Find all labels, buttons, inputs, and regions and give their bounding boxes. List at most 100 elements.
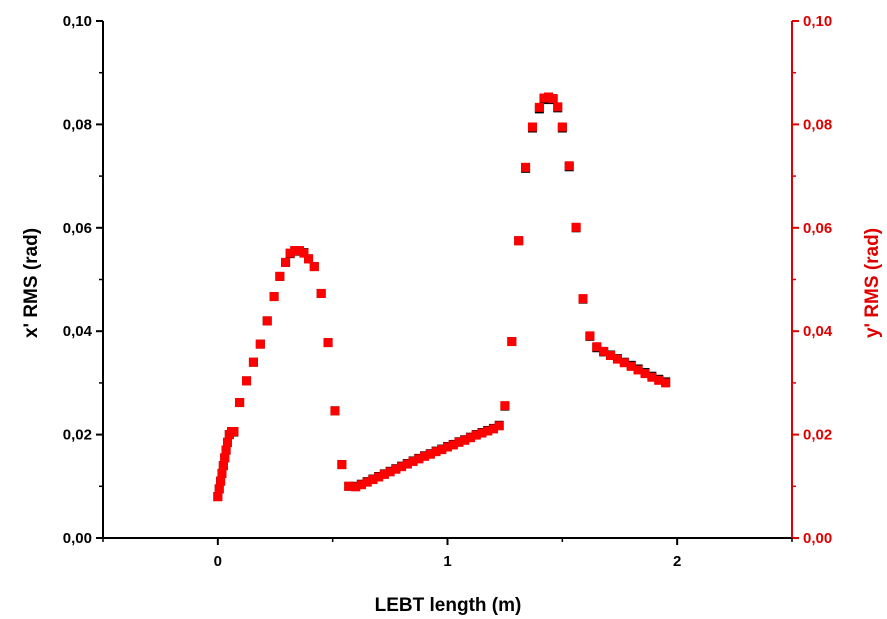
y-rms-point — [262, 316, 272, 326]
y-rms-point — [397, 462, 407, 472]
y-rms-point — [362, 477, 372, 487]
y-rms-point — [275, 271, 285, 281]
left-tick-label: 0,08 — [63, 116, 92, 133]
left-tick-label: 0,02 — [63, 427, 92, 444]
right-tick-label: 0,02 — [803, 427, 832, 444]
y-rms-point — [420, 451, 430, 461]
y-rms-point — [585, 331, 595, 341]
y-rms-point — [527, 122, 537, 132]
left-y-axis-title: x' RMS (rad) — [21, 228, 42, 338]
y-rms-point — [229, 426, 239, 436]
y-rms-point — [222, 437, 232, 447]
left-tick-label: 0,10 — [63, 13, 92, 30]
y-rms-point — [521, 162, 531, 172]
y-rms-point — [217, 468, 227, 478]
y-rms-point — [281, 257, 291, 267]
y-rms-point — [235, 398, 245, 408]
y-rms-point — [337, 460, 347, 470]
left-tick-label: 0,00 — [63, 530, 92, 547]
y-rms-point — [220, 453, 230, 463]
y-rms-point — [294, 246, 304, 256]
y-rms-point — [304, 254, 314, 264]
plot-frame — [102, 21, 793, 539]
y-rms-point — [330, 406, 340, 416]
y-rms-point — [578, 294, 588, 304]
x-tick-label: 2 — [673, 553, 681, 570]
y-rms-point — [255, 339, 265, 349]
y-rms-point — [214, 484, 224, 494]
right-tick-label: 0,08 — [803, 116, 832, 133]
y-rms-point — [316, 288, 326, 298]
y-rms-point — [248, 357, 258, 367]
y-rms-point — [402, 459, 412, 469]
y-rms-point — [647, 372, 657, 382]
data-series — [213, 92, 671, 502]
y-rms-point — [564, 161, 574, 171]
y-rms-point — [633, 365, 643, 375]
y-rms-point — [571, 222, 581, 232]
y-rms-point — [351, 482, 361, 492]
y-rms-point — [514, 236, 524, 246]
x-axis: 0 1 2 — [102, 538, 793, 570]
y-rms-point — [661, 378, 671, 388]
y-rms-point — [599, 346, 609, 356]
y-rms-point — [216, 476, 226, 486]
x-axis-title: LEBT length (m) — [375, 595, 522, 616]
y-rms-point — [269, 292, 279, 302]
y-rms-point — [344, 481, 354, 491]
y-rms-point — [299, 248, 309, 258]
x-tick-label: 0 — [214, 553, 222, 570]
y-rms-point — [640, 369, 650, 379]
series-x-rms — [213, 93, 671, 502]
right-tick-label: 0,00 — [803, 530, 832, 547]
y-rms-point — [465, 433, 475, 443]
left-tick-label: 0,04 — [63, 323, 93, 340]
y-rms-point — [379, 469, 389, 479]
y-rms-point — [544, 92, 554, 102]
y-rms-point — [654, 375, 664, 385]
y-rms-point — [213, 492, 223, 502]
right-tick-label: 0,10 — [803, 13, 832, 30]
x-tick-label: 1 — [443, 553, 451, 570]
y-rms-point — [548, 94, 558, 104]
y-rms-point — [460, 435, 470, 445]
y-rms-point — [221, 445, 231, 455]
y-rms-point — [592, 342, 602, 352]
y-rms-point — [483, 426, 493, 436]
y-rms-point — [553, 102, 563, 112]
y-rms-point — [431, 447, 441, 457]
series-y-rms — [213, 92, 671, 502]
y-rms-point — [443, 442, 452, 452]
right-y-axis: 0,00 0,02 0,04 0,06 0,08 0,10 — [792, 13, 833, 547]
y-rms-point — [285, 248, 295, 258]
y-rms-point — [414, 454, 424, 464]
y-rms-point — [425, 449, 435, 459]
y-rms-point — [218, 461, 228, 471]
y-rms-point — [385, 467, 395, 477]
left-tick-label: 0,06 — [63, 220, 92, 237]
y-rms-point — [500, 401, 510, 411]
y-rms-point — [626, 361, 636, 371]
y-rms-point — [356, 480, 366, 490]
y-rms-point — [408, 456, 418, 466]
left-y-axis: 0,00 0,02 0,04 0,06 0,08 0,10 — [63, 13, 103, 547]
y-rms-point — [534, 102, 544, 112]
y-rms-point — [368, 475, 378, 485]
y-rms-point — [374, 472, 384, 482]
y-rms-point — [454, 437, 464, 447]
y-rms-point — [448, 440, 458, 450]
y-rms-point — [309, 262, 319, 272]
y-rms-point — [290, 246, 300, 256]
y-rms-point — [323, 338, 333, 348]
y-rms-point — [494, 421, 504, 431]
y-rms-point — [539, 93, 549, 103]
y-rms-point — [557, 122, 567, 132]
y-rms-point — [488, 424, 498, 434]
y-rms-point — [612, 354, 622, 364]
right-tick-label: 0,06 — [803, 220, 832, 237]
y-rms-point — [471, 430, 481, 440]
y-rms-point — [507, 337, 517, 347]
y-rms-point — [477, 428, 487, 438]
y-rms-point — [619, 358, 629, 368]
